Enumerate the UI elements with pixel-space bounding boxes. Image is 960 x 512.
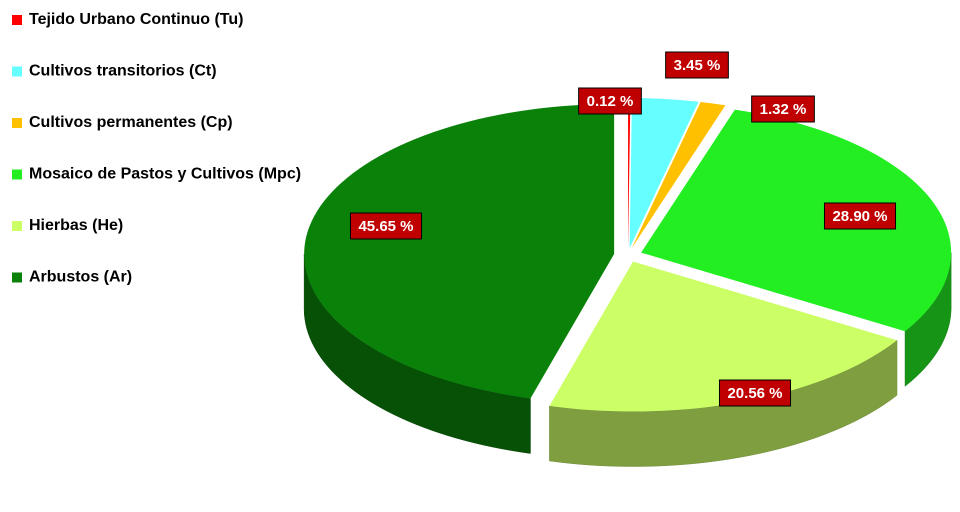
pie-slice [628, 98, 631, 249]
legend-label: Cultivos permanentes (Cp) [29, 114, 233, 131]
pie-slice [304, 104, 615, 399]
data-label: 28.90 % [823, 202, 897, 230]
data-label-box [718, 379, 792, 407]
legend-swatch [12, 15, 22, 25]
legend-label: Tejido Urbano Continuo (Tu) [29, 11, 243, 28]
legend-label: Hierbas (He) [29, 217, 123, 234]
data-label-box [665, 51, 729, 79]
data-label: 3.45 % [665, 51, 729, 79]
data-label-box [349, 212, 423, 240]
pie-slice [629, 98, 699, 249]
data-label-box [578, 87, 642, 115]
data-label: 45.65 % [349, 212, 423, 240]
pie-slice [641, 109, 952, 332]
data-label-text: 45.65 % [358, 218, 413, 235]
legend-label: Arbustos (Ar) [29, 269, 132, 286]
legend-label: Mosaico de Pastos y Cultivos (Mpc) [29, 166, 301, 183]
data-label-text: 20.56 % [727, 385, 782, 402]
data-label-box [751, 95, 815, 123]
pie-slice [549, 261, 898, 412]
data-label-text: 0.12 % [587, 93, 634, 110]
legend-swatch [12, 118, 22, 128]
data-label-text: 28.90 % [832, 208, 887, 225]
legend-swatch [12, 66, 22, 77]
legend-label: Cultivos transitorios (Ct) [29, 63, 217, 80]
legend-swatch [12, 272, 22, 283]
pie-slice [631, 102, 726, 249]
pie-slice-side [904, 252, 952, 387]
legend-swatch [12, 221, 22, 231]
data-label: 0.12 % [578, 87, 642, 115]
pie-tops [304, 98, 952, 412]
legend-swatch [12, 169, 22, 180]
data-label-box [823, 202, 897, 230]
data-label-text: 1.32 % [760, 101, 807, 118]
data-label: 20.56 % [718, 379, 792, 407]
data-label-text: 3.45 % [674, 57, 721, 74]
data-label: 1.32 % [751, 95, 815, 123]
